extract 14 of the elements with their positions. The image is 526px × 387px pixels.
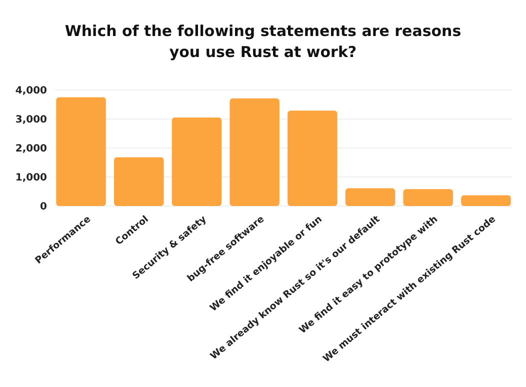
bar — [230, 98, 280, 206]
bar — [288, 110, 338, 206]
bar — [345, 188, 396, 206]
y-tick-label: 4,000 — [15, 86, 48, 96]
bar — [172, 118, 222, 206]
bar — [56, 97, 106, 206]
chart-title: Which of the following statements are reasons you use Rust at work? — [64, 22, 462, 61]
y-tick-label: 2,000 — [15, 144, 48, 154]
y-tick-label: 1,000 — [15, 172, 48, 184]
bar — [461, 195, 511, 206]
bar — [403, 189, 453, 206]
y-tick-label: 0 — [40, 202, 48, 212]
bar — [114, 157, 164, 206]
y-tick-label: 3,000 — [15, 114, 48, 126]
